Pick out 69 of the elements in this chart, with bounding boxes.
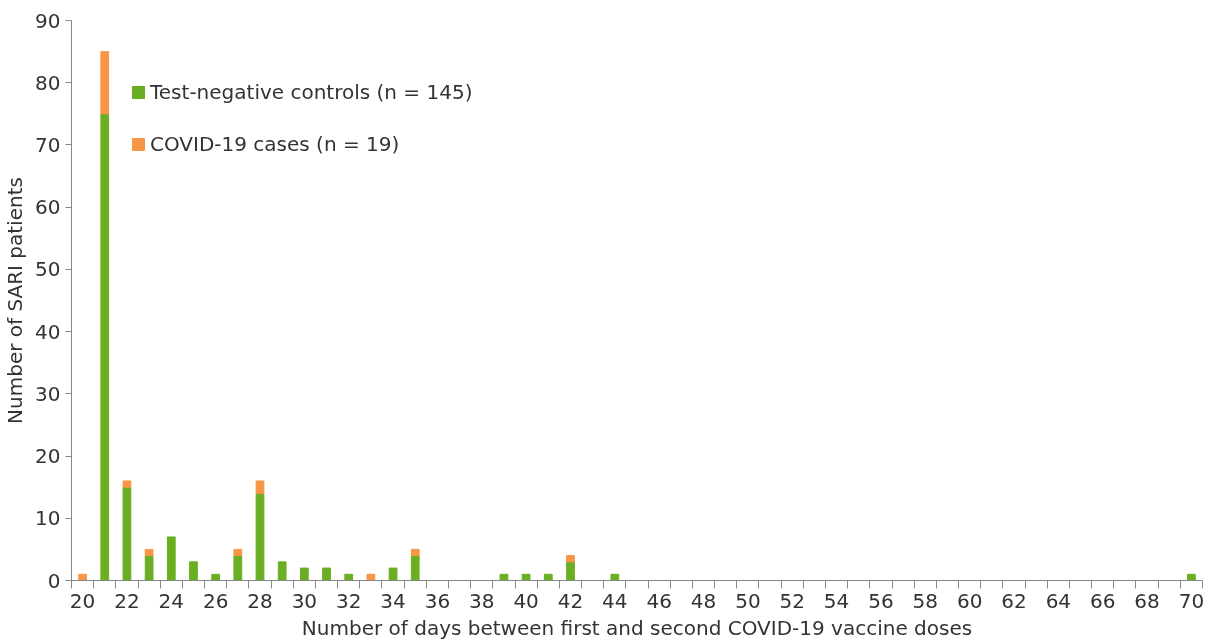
- bar: [322, 567, 331, 581]
- bar: [100, 51, 110, 115]
- bar: [189, 561, 198, 581]
- bar: [1187, 573, 1196, 581]
- x-tick-label: 24: [158, 588, 185, 613]
- x-tick-label: 60: [956, 588, 983, 613]
- y-axis-title: Number of SARI patients: [3, 177, 28, 424]
- bar: [255, 480, 265, 494]
- x-tick-label: 22: [114, 588, 140, 613]
- x-tick-label: 54: [823, 588, 850, 613]
- x-tick-label: 26: [202, 588, 229, 613]
- bar: [566, 561, 575, 581]
- x-tick-label: 70: [1178, 588, 1205, 613]
- legend-label: COVID-19 cases (n = 19): [150, 132, 400, 156]
- bar: [410, 555, 420, 581]
- x-tick-label: 44: [602, 588, 628, 613]
- y-tick-label: 40: [35, 319, 61, 344]
- bar: [566, 555, 575, 563]
- bar: [122, 480, 132, 488]
- x-tick-label: 48: [690, 588, 717, 613]
- y-tick-label: 90: [35, 8, 61, 33]
- bar: [255, 492, 265, 581]
- y-tick-label: 70: [35, 132, 61, 157]
- x-tick-label: 58: [912, 588, 939, 613]
- bar: [122, 486, 132, 581]
- x-tick-label: 34: [380, 588, 406, 613]
- bar: [543, 573, 553, 581]
- x-tick-label: 62: [1001, 588, 1027, 613]
- bar: [499, 573, 509, 581]
- x-tick-label: 28: [247, 588, 273, 613]
- bar: [233, 548, 243, 557]
- x-tick-label: 56: [868, 588, 894, 613]
- x-tick-label: 52: [779, 588, 805, 613]
- x-tick-label: 42: [557, 588, 584, 613]
- bar: [610, 573, 620, 581]
- bar: [100, 113, 110, 581]
- y-tick-label: 20: [35, 444, 61, 469]
- y-tick-label: 30: [35, 381, 61, 406]
- bar: [521, 573, 531, 581]
- bar: [344, 573, 354, 581]
- y-tick-label: 80: [35, 70, 61, 95]
- bar: [166, 536, 176, 581]
- x-tick-label: 30: [291, 588, 318, 613]
- bar: [410, 548, 420, 557]
- x-tick-label: 32: [335, 588, 362, 613]
- bar: [144, 555, 154, 581]
- x-tick-label: 50: [735, 588, 761, 613]
- x-tick-label: 40: [513, 588, 539, 613]
- y-tick-label: 0: [47, 568, 61, 593]
- x-tick-label: 38: [469, 588, 495, 613]
- x-tick-label: 36: [424, 588, 451, 613]
- y-tick-label: 10: [35, 506, 61, 531]
- bar: [299, 567, 309, 581]
- legend-label: Test-negative controls (n = 145): [150, 80, 473, 104]
- y-tick-label: 60: [35, 195, 61, 220]
- x-tick-label: 46: [646, 588, 672, 613]
- bar: [277, 561, 287, 581]
- bar: [366, 573, 376, 581]
- x-tick-label: 68: [1134, 588, 1160, 613]
- bar: [144, 548, 154, 557]
- x-tick-label: 66: [1089, 588, 1116, 613]
- x-tick-label: 64: [1045, 588, 1072, 613]
- bar: [388, 567, 398, 581]
- bar: [211, 573, 221, 581]
- bar: [78, 573, 87, 581]
- x-tick-label: 20: [69, 588, 96, 613]
- bar: [233, 555, 243, 581]
- x-axis-title: Number of days between first and second COVID-19 vaccine doses: [301, 615, 973, 640]
- y-tick-label: 50: [35, 257, 61, 282]
